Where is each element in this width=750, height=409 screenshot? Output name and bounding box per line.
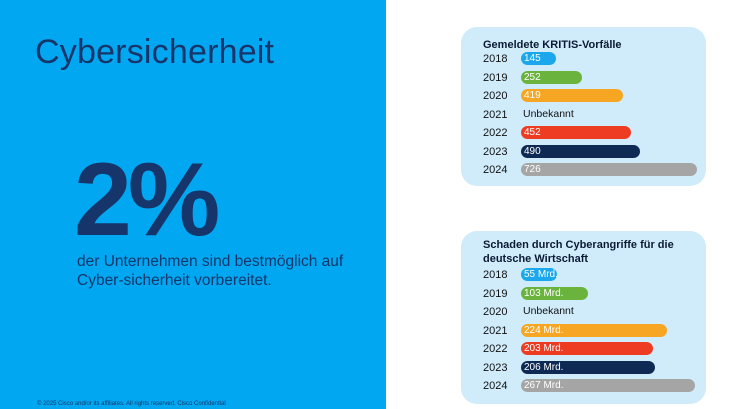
bar — [521, 52, 557, 65]
chart-title: Schaden durch Cyberangriffe für die deut… — [483, 239, 674, 265]
cyber-damage-chart: Schaden durch Cyberangriffe für die deut… — [461, 231, 706, 404]
category-label: 2023 — [483, 361, 508, 374]
bar-row: 2021 224 Mrd. — [461, 323, 706, 338]
data-label: 203 Mrd. — [524, 343, 564, 354]
data-label: 452 — [524, 127, 541, 138]
bar — [521, 70, 583, 84]
bar-row: 2019 252 — [461, 70, 706, 85]
bar-row: 2018 55 Mrd. — [461, 268, 706, 282]
category-label: 2021 — [483, 108, 508, 121]
bar — [521, 126, 631, 139]
category-label: 2024 — [483, 380, 508, 392]
bar-row: 2023 490 — [461, 144, 706, 159]
chart-title: Gemeldete KRITIS-Vorfälle — [483, 39, 622, 51]
data-label: Unbekannt — [523, 305, 574, 317]
data-label: 267 Mrd. — [524, 380, 564, 391]
stat-value: 2% — [74, 142, 220, 258]
data-label: 206 Mrd. — [524, 361, 564, 373]
bar-row: 2024 726 — [461, 163, 706, 177]
data-label: 490 — [524, 145, 541, 157]
bar-row: 2024 267 Mrd. — [461, 379, 706, 393]
bar-row: 2022 452 — [461, 126, 706, 140]
bar-row: 2020 Unbekannt — [461, 305, 706, 319]
category-label: 2019 — [483, 287, 508, 300]
data-label: 726 — [524, 164, 541, 175]
category-label: 2021 — [483, 324, 508, 337]
page-title: Cybersicherheit — [35, 33, 275, 71]
category-label: 2024 — [483, 164, 508, 176]
category-label: 2022 — [483, 343, 508, 355]
bar — [521, 89, 623, 102]
category-label: 2022 — [483, 127, 508, 139]
bar — [521, 360, 656, 374]
bar — [521, 144, 640, 158]
data-label: Unbekannt — [523, 107, 574, 120]
bar-row: 2019 103 Mrd. — [461, 286, 706, 301]
kritis-incidents-chart: Gemeldete KRITIS-Vorfälle 2018 145 2019 252… — [461, 27, 706, 186]
stat-description: der Unternehmen sind bestmöglich auf Cyb… — [77, 253, 344, 289]
category-label: 2018 — [483, 53, 508, 65]
bar-row: 2022 203 Mrd. — [461, 342, 706, 356]
data-label: 55 Mrd. — [524, 269, 558, 280]
bar — [521, 286, 589, 300]
bar-row: 2020 419 — [461, 89, 706, 103]
data-label: 252 — [524, 71, 541, 83]
copyright-footer: © 2025 Cisco and/or its affiliates. All … — [37, 401, 226, 407]
category-label: 2020 — [483, 90, 508, 102]
category-label: 2019 — [483, 71, 508, 84]
data-label: 419 — [524, 90, 541, 101]
category-label: 2020 — [483, 306, 508, 318]
data-label: 224 Mrd. — [524, 324, 564, 336]
category-label: 2018 — [483, 269, 508, 281]
bar-row: 2021 Unbekannt — [461, 108, 706, 122]
bar — [521, 268, 557, 281]
bar — [521, 323, 667, 337]
bar-row: 2023 206 Mrd. — [461, 360, 706, 375]
data-label: 145 — [524, 53, 541, 64]
blue-panel: Cybersicherheit 2% der Unternehmen sind … — [0, 0, 386, 409]
category-label: 2023 — [483, 145, 508, 158]
data-label: 103 Mrd. — [524, 287, 564, 299]
bar — [521, 342, 654, 355]
bar — [521, 379, 695, 392]
bar — [521, 163, 697, 176]
bar-row: 2018 145 — [461, 52, 706, 66]
